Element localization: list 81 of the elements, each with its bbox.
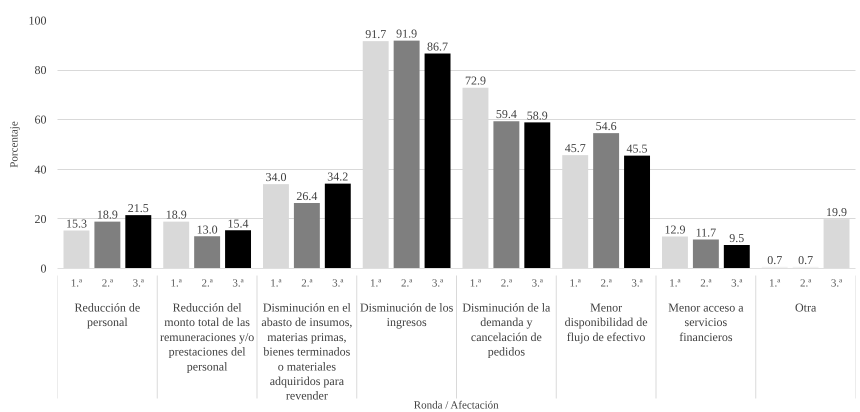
- data-label: 21.5: [128, 201, 149, 216]
- text: 2.ª: [700, 278, 712, 290]
- bar: [225, 230, 252, 268]
- text: 1.ª: [769, 278, 780, 290]
- bar: [493, 121, 520, 268]
- x-tick-label: Menor disponibilidad de flujo de efectivo: [564, 300, 648, 344]
- data-label: 18.9: [166, 208, 187, 222]
- x-tick-label: Menor acceso a servicios financieros: [668, 300, 744, 344]
- data-label: 45.5: [626, 142, 648, 156]
- data-label: 13.0: [196, 222, 218, 236]
- text: 1.ª: [470, 278, 482, 290]
- text: 1.ª: [669, 278, 681, 290]
- data-label: 11.7: [696, 225, 716, 240]
- bar: [63, 230, 90, 268]
- text: 3.ª: [731, 278, 742, 290]
- series-label: 1.ª: [70, 278, 84, 290]
- y-tick-label: 60: [34, 112, 46, 127]
- text: 2.ª: [500, 278, 512, 290]
- data-label: 18.9: [96, 208, 118, 222]
- data-label: 0.7: [798, 252, 814, 267]
- data-label: 34.2: [327, 170, 348, 184]
- data-label: 15.4: [228, 216, 249, 230]
- text: 1.ª: [170, 278, 182, 290]
- text: 1.ª: [570, 278, 581, 290]
- x-tick-label: Disminución en el abasto de insumos, materias primas, bienes terminados o materiales adquiridos para revender: [261, 300, 352, 403]
- data-label: 54.6: [596, 119, 617, 134]
- bar: [424, 53, 451, 268]
- data-label: 45.7: [564, 141, 586, 156]
- text: 1.ª: [270, 278, 282, 290]
- bar: [294, 203, 320, 268]
- x-tick-label: Reducción del monto total de las remuneraciones y/o prestaciones del personal: [160, 300, 254, 374]
- x-axis-title: Ronda / Afectación: [414, 400, 500, 412]
- bar: [524, 122, 550, 268]
- data-label: 72.9: [464, 74, 486, 88]
- text: 2.ª: [201, 278, 213, 290]
- text: 2.ª: [800, 278, 812, 290]
- text: 3.ª: [332, 278, 344, 290]
- data-label: 9.5: [729, 230, 744, 245]
- x-tick-label: Otra: [794, 300, 817, 314]
- y-axis-title: Porcentaje: [8, 121, 20, 168]
- data-label: 91.7: [365, 27, 386, 42]
- data-label: 15.3: [66, 216, 87, 231]
- x-tick-label: Disminución de la demanda y cancelación de pedidos: [462, 300, 552, 359]
- text: 3.ª: [532, 278, 543, 290]
- text: 2.ª: [301, 278, 313, 290]
- data-label: 34.0: [265, 170, 286, 184]
- bar: [593, 133, 620, 268]
- text: 3.ª: [830, 278, 842, 290]
- text: 3.ª: [232, 278, 244, 290]
- x-tick-label: Reducción de personal: [74, 300, 140, 330]
- text: 2.ª: [400, 278, 412, 290]
- text: 3.ª: [432, 278, 444, 290]
- data-label: 91.9: [396, 26, 418, 41]
- bar: [324, 184, 351, 268]
- text: 1.ª: [370, 278, 382, 290]
- data-label: 58.9: [526, 108, 548, 122]
- data-label: 19.9: [826, 205, 848, 220]
- y-tick-label: 0: [40, 262, 46, 276]
- bar: [194, 236, 220, 268]
- text: 2.ª: [600, 278, 612, 290]
- data-label: 12.9: [664, 222, 686, 237]
- bar: [125, 215, 152, 268]
- bar: [662, 236, 688, 268]
- y-tick-label: 40: [34, 162, 46, 176]
- series-label: 3.ª: [132, 278, 145, 290]
- text: 3.ª: [631, 278, 643, 290]
- x-tick-label: Disminución de los ingresos: [360, 300, 454, 330]
- bar: [94, 222, 120, 268]
- y-tick-label: 20: [34, 212, 46, 226]
- bar: [163, 222, 190, 268]
- series-label: 2.ª: [102, 278, 114, 290]
- bar: [624, 156, 650, 268]
- bar: [692, 239, 719, 268]
- data-label: 0.7: [767, 252, 782, 267]
- data-label: 26.4: [296, 189, 318, 204]
- data-label: 86.7: [427, 39, 448, 54]
- data-label: 59.4: [496, 107, 517, 122]
- y-tick-label: 80: [34, 63, 46, 78]
- bar: [724, 244, 750, 268]
- bar: [394, 40, 420, 268]
- y-tick-label: 100: [28, 14, 46, 28]
